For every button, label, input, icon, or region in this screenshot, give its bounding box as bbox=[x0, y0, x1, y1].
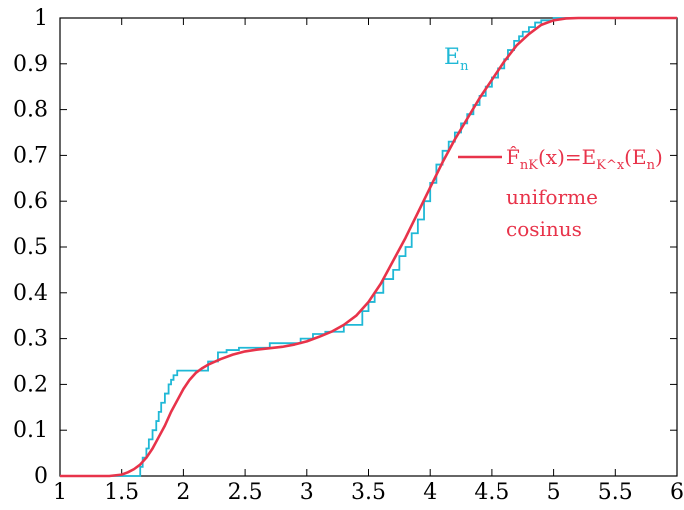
x-tick-label: 1.5 bbox=[104, 480, 139, 505]
x-tick-label: 5 bbox=[547, 480, 561, 505]
plot-frame bbox=[59, 17, 678, 477]
series-label-en: En bbox=[444, 45, 469, 74]
x-tick-label: 4 bbox=[423, 480, 437, 505]
legend-eq: (x)=E bbox=[538, 145, 596, 169]
y-tick-label: 0.2 bbox=[13, 372, 48, 397]
y-axis: 0 0.1 0.2 0.3 0.4 0.5 0.6 0.7 0.8 0.9 1 bbox=[13, 6, 677, 489]
x-tick-label: 3 bbox=[300, 480, 314, 505]
x-tick-label: 6 bbox=[670, 480, 684, 505]
legend-fhat: F̂ bbox=[506, 145, 520, 169]
y-tick-label: 0 bbox=[34, 464, 48, 489]
legend-paren: (E bbox=[624, 145, 646, 169]
series-layer bbox=[60, 16, 677, 478]
legend-label-cosinus: cosinus bbox=[506, 217, 582, 241]
legend-fhat-sub: nK bbox=[520, 158, 538, 173]
y-tick-label: 1 bbox=[34, 6, 48, 31]
y-tick-label: 0.3 bbox=[13, 327, 48, 352]
legend-label-uniforme: uniforme bbox=[506, 185, 598, 209]
x-tick-label: 2 bbox=[176, 480, 190, 505]
series-smooth-estimate bbox=[60, 16, 677, 478]
y-tick-label: 0.5 bbox=[13, 235, 48, 260]
plot-border bbox=[59, 17, 678, 477]
x-tick-label: 2.5 bbox=[228, 480, 263, 505]
legend-close: ) bbox=[655, 145, 663, 169]
legend-label-main: F̂nK(x)=EK^x(En) bbox=[506, 145, 663, 173]
x-tick-label: 5.5 bbox=[598, 480, 633, 505]
y-tick-label: 0.7 bbox=[13, 143, 48, 168]
y-tick-label: 0.8 bbox=[13, 98, 48, 123]
series-empirical-step bbox=[60, 17, 677, 477]
y-tick-label: 0.6 bbox=[13, 189, 48, 214]
y-tick-label: 0.4 bbox=[13, 281, 48, 306]
x-axis: 1 1.5 2 2.5 3 3.5 4 4.5 5 5.5 6 bbox=[53, 18, 684, 505]
series-label-en-sub: n bbox=[460, 59, 469, 74]
x-tick-label: 1 bbox=[53, 480, 67, 505]
x-tick-label: 4.5 bbox=[474, 480, 509, 505]
legend-e-sub: K^x bbox=[596, 158, 625, 173]
legend-en-sub: n bbox=[647, 158, 656, 173]
series-label-en-main: E bbox=[444, 45, 460, 70]
y-tick-label: 0.1 bbox=[13, 418, 48, 443]
y-tick-label: 0.9 bbox=[13, 52, 48, 77]
x-tick-label: 3.5 bbox=[351, 480, 386, 505]
legend: F̂nK(x)=EK^x(En) uniforme cosinus bbox=[458, 145, 663, 241]
